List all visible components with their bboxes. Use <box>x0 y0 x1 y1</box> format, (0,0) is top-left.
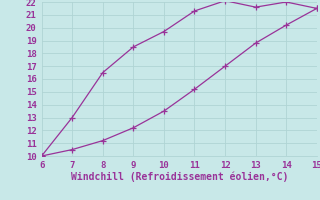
X-axis label: Windchill (Refroidissement éolien,°C): Windchill (Refroidissement éolien,°C) <box>70 171 288 182</box>
